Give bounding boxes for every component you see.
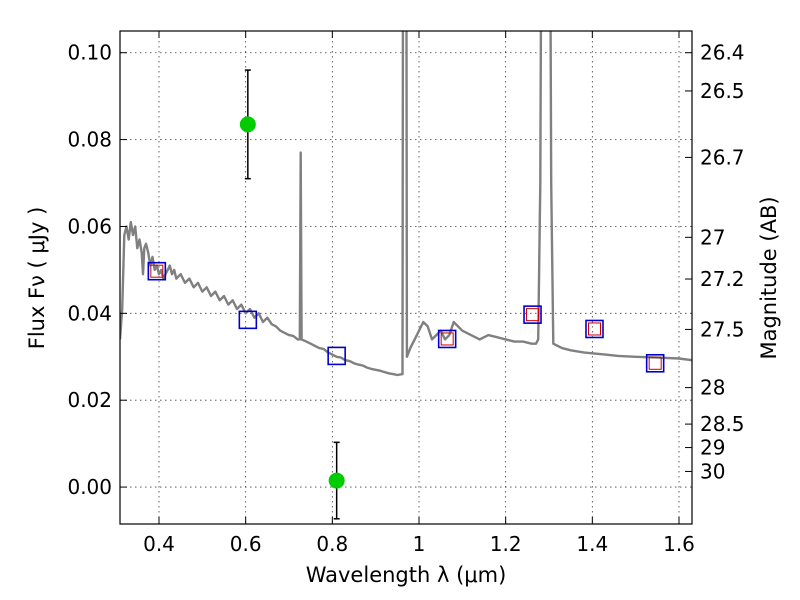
model-photometry-square [238, 310, 258, 330]
points-layer [147, 69, 665, 520]
model-photometry-square [327, 346, 346, 366]
x-tick-label: 1.2 [490, 532, 522, 556]
model-sed-line [120, 31, 692, 377]
observed-photometry-square [648, 356, 662, 370]
y2-axis-label: Magnitude (AB) [757, 196, 781, 359]
model-photometry-square [585, 319, 604, 339]
x-axis-label: Wavelength λ (μm) [306, 563, 507, 587]
x-tick-label: 1 [413, 532, 426, 556]
y-tick-label: 0.08 [67, 128, 112, 152]
mag-tick-label: 26.5 [700, 79, 745, 103]
model-photometry-square [147, 261, 167, 281]
model-photometry-square [437, 329, 457, 349]
x-tick-label: 0.4 [143, 532, 175, 556]
mag-tick-label: 30 [700, 459, 725, 483]
y-tick-label: 0.10 [67, 41, 112, 65]
mag-tick-label: 28.5 [700, 412, 745, 436]
ticks: 0.4 0.6 0.8 1 1.2 1.4 1.6 0.00 0.02 0.04 0.06 0.08 0… [67, 31, 745, 556]
mag-tick-label: 26.7 [700, 145, 745, 169]
mag-tick-label: 27.5 [700, 317, 745, 341]
model-photometry-square [523, 305, 542, 324]
mag-tick-label: 27.2 [700, 267, 745, 291]
x-tick-label: 1.4 [576, 532, 608, 556]
observed-photometry-square [588, 322, 601, 336]
x-tick-label: 0.6 [230, 532, 262, 556]
y-axis-label: Flux Fν ( μJy ) [25, 207, 49, 350]
model-photometry-square [645, 353, 665, 373]
y-tick-label: 0.04 [67, 301, 112, 325]
y-tick-label: 0.00 [67, 475, 112, 499]
mag-tick-label: 29 [700, 436, 725, 460]
mag-tick-label: 28 [700, 376, 725, 400]
observed-photometry-square [440, 332, 454, 346]
photometry-point [328, 472, 345, 489]
x-tick-label: 0.8 [316, 532, 348, 556]
plot-frame [119, 30, 693, 525]
y-tick-label: 0.02 [67, 388, 112, 412]
mag-tick-label: 26.4 [700, 41, 745, 65]
model-sed-layer [120, 31, 692, 377]
photometry-point [239, 116, 256, 133]
observed-photometry-square [150, 264, 164, 278]
mag-tick-label: 27 [700, 225, 725, 249]
y-tick-label: 0.06 [67, 214, 112, 238]
observed-photometry-square [526, 308, 540, 322]
x-tick-label: 1.6 [663, 532, 695, 556]
axes [119, 30, 693, 525]
